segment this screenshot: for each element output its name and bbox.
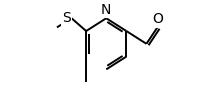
Text: N: N — [101, 3, 111, 17]
Text: S: S — [62, 11, 71, 25]
Text: O: O — [152, 12, 163, 26]
